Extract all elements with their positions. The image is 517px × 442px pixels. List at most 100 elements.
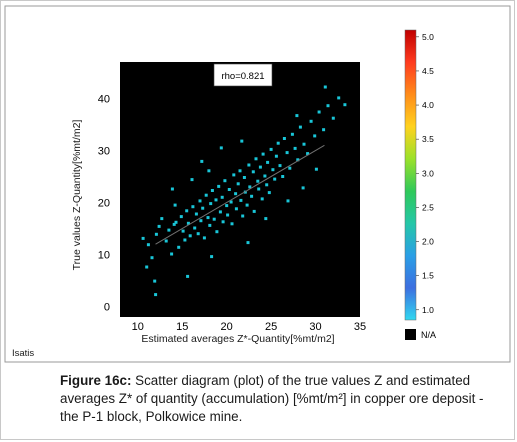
data-point <box>301 186 305 190</box>
colorbar-label: 1.0 <box>422 305 434 315</box>
data-point <box>217 184 221 188</box>
x-axis-ticks: 10 15 20 25 30 35 <box>132 321 366 333</box>
data-point <box>210 189 214 192</box>
data-point <box>210 255 214 259</box>
data-point <box>282 137 286 140</box>
data-point <box>200 159 204 163</box>
data-point <box>261 152 265 156</box>
data-point <box>302 142 306 146</box>
figure-caption: Figure 16c: Scatter diagram (plot) of th… <box>60 372 500 426</box>
data-point <box>206 216 210 220</box>
data-point <box>223 179 227 183</box>
x-tick-label: 25 <box>265 321 277 333</box>
data-point <box>309 119 313 123</box>
data-point <box>154 232 158 236</box>
data-point <box>177 245 181 249</box>
plot-area <box>120 62 360 317</box>
data-point <box>260 197 264 201</box>
data-point <box>288 166 292 170</box>
data-point <box>239 198 243 202</box>
data-point <box>198 199 202 203</box>
data-point <box>208 223 212 227</box>
data-point <box>199 219 203 223</box>
data-point <box>242 176 246 179</box>
data-point <box>269 147 273 151</box>
data-point <box>160 217 164 221</box>
data-point <box>323 85 327 89</box>
colorbar-label: 3.5 <box>422 134 434 144</box>
data-point <box>293 146 297 150</box>
data-point <box>146 243 150 247</box>
y-tick-label: 10 <box>98 250 110 262</box>
data-point <box>295 114 299 118</box>
x-tick-label: 35 <box>354 321 366 333</box>
colorbar-label: 1.5 <box>422 271 434 281</box>
data-point <box>322 128 326 132</box>
rho-annotation: rho=0.821 <box>221 71 264 82</box>
data-point <box>179 215 183 219</box>
data-point <box>201 206 205 210</box>
data-point <box>196 232 200 236</box>
data-point <box>343 103 347 107</box>
caption-text: Scatter diagram (plot) of the true value… <box>60 373 484 424</box>
colorbar: 5.0 4.5 4.0 3.5 3.0 2.5 2.0 1.5 1.0 <box>404 29 434 321</box>
y-tick-label: 30 <box>98 145 110 157</box>
data-point <box>337 96 341 100</box>
data-point <box>240 139 244 143</box>
data-point <box>254 157 258 161</box>
data-point <box>157 224 161 228</box>
x-tick-label: 10 <box>132 321 144 333</box>
trend-line <box>155 144 325 245</box>
y-tick-label: 20 <box>98 198 110 210</box>
y-axis-ticks: 0 10 20 30 40 <box>98 93 110 313</box>
data-point <box>221 220 225 224</box>
data-point <box>326 104 330 108</box>
data-point <box>190 178 194 182</box>
data-point <box>234 192 238 196</box>
data-point <box>264 217 268 221</box>
data-point <box>226 213 230 217</box>
data-point <box>172 222 176 226</box>
data-point <box>266 160 270 164</box>
colorbar-label: 3.0 <box>422 168 434 178</box>
data-point <box>274 154 278 158</box>
data-point <box>186 274 190 278</box>
data-point <box>145 265 149 269</box>
data-point <box>248 185 252 189</box>
colorbar-label: 4.0 <box>422 100 434 110</box>
software-label: Isatis <box>12 348 34 359</box>
data-point <box>271 168 275 172</box>
y-tick-label: 40 <box>98 93 110 105</box>
colorbar-label: 5.0 <box>422 32 434 42</box>
data-point <box>204 193 208 197</box>
data-point <box>238 169 242 173</box>
data-point <box>278 164 282 168</box>
data-point <box>209 202 213 206</box>
data-point <box>241 214 245 218</box>
data-point <box>164 239 168 243</box>
data-point <box>141 236 145 240</box>
data-point <box>167 228 171 232</box>
colorbar-label: 4.5 <box>422 66 434 76</box>
data-point <box>296 158 300 162</box>
colorbar-label: 2.5 <box>422 202 434 212</box>
data-point <box>218 210 222 214</box>
data-point <box>290 132 294 136</box>
data-point <box>281 175 285 178</box>
data-point <box>194 212 198 216</box>
data-point <box>215 230 219 234</box>
data-point <box>181 229 185 233</box>
data-point <box>331 116 335 120</box>
na-swatch <box>405 329 416 340</box>
data-point <box>236 182 240 186</box>
points-layer <box>141 85 347 297</box>
data-point <box>251 170 255 174</box>
data-point <box>306 152 310 156</box>
x-tick-label: 30 <box>309 321 321 333</box>
data-point <box>313 134 317 138</box>
data-point <box>188 234 192 238</box>
x-tick-label: 15 <box>176 321 188 333</box>
data-point <box>153 279 157 283</box>
